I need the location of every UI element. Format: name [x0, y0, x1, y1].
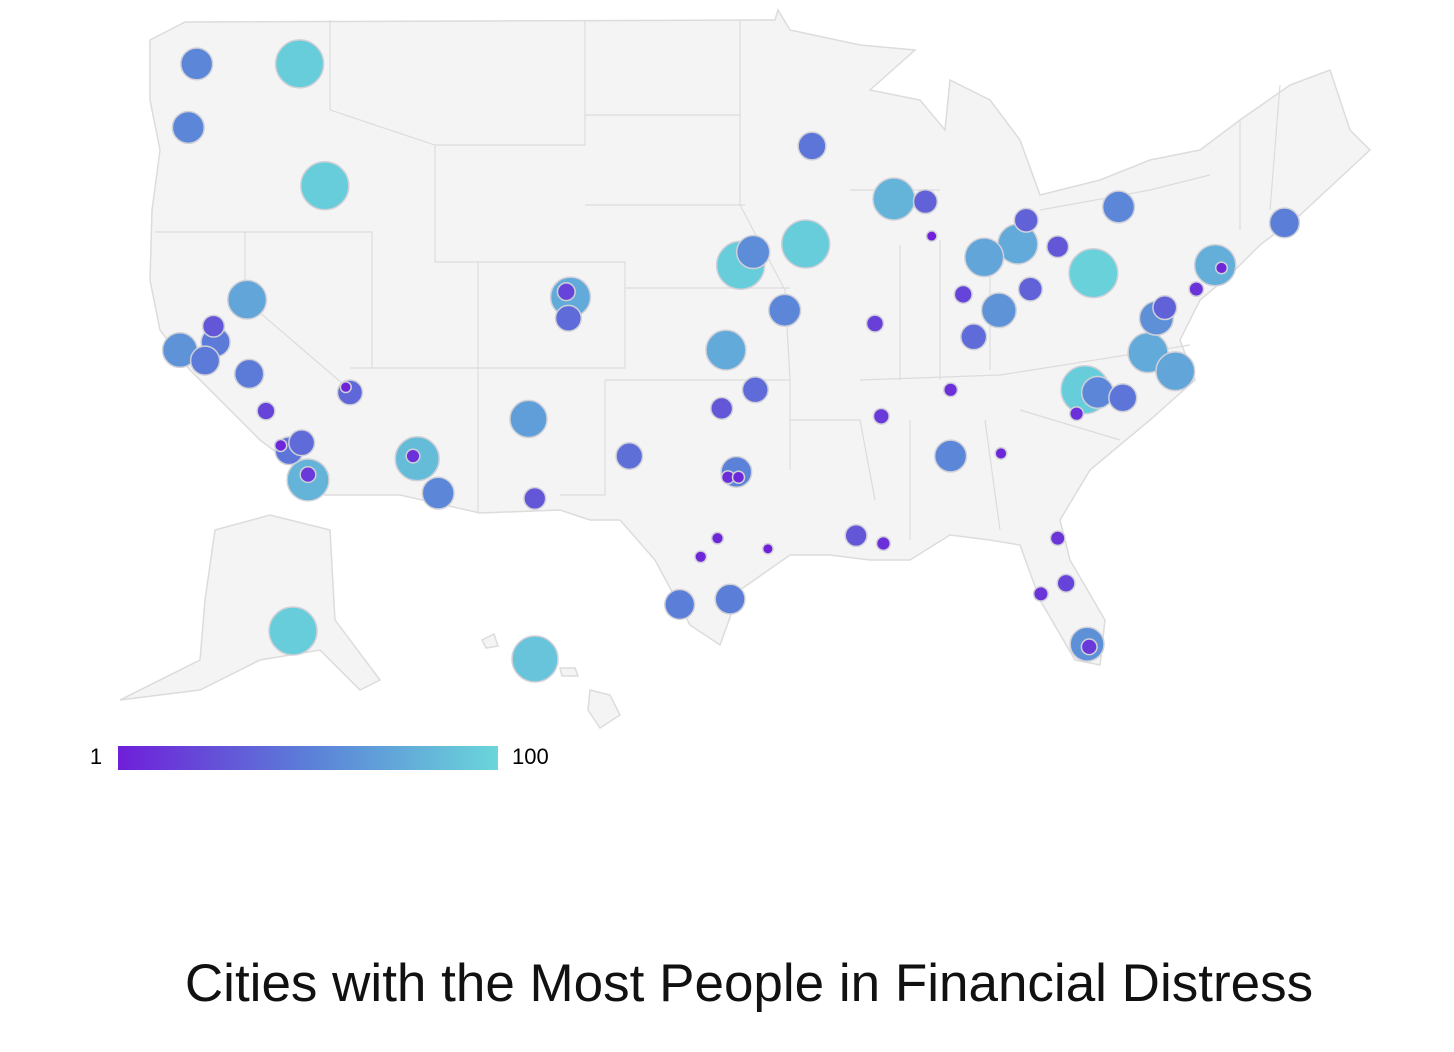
city-bubble	[994, 446, 1008, 460]
city-bubble	[731, 470, 746, 485]
city-bubble	[735, 234, 771, 270]
city-bubble	[339, 380, 352, 394]
city-bubble	[872, 177, 916, 221]
legend-min-label: 1	[90, 744, 102, 769]
city-bubble	[227, 279, 268, 320]
city-bubble	[741, 376, 769, 404]
city-bubble	[1268, 207, 1301, 239]
city-bubble	[1214, 261, 1229, 275]
color-legend	[118, 746, 498, 770]
city-bubble	[1069, 406, 1085, 422]
city-bubble	[201, 314, 226, 338]
city-bubble	[405, 448, 421, 464]
city-bubble	[273, 438, 288, 453]
city-bubble	[1046, 235, 1070, 259]
city-bubble	[710, 396, 734, 420]
city-bubble	[872, 407, 890, 425]
state-borders	[155, 20, 1281, 540]
city-bubble	[694, 550, 708, 564]
city-bubble	[1013, 207, 1039, 233]
city-bubble	[768, 293, 802, 327]
city-bubble	[288, 429, 316, 457]
city-bubble	[797, 131, 827, 161]
city-bubble	[875, 535, 891, 552]
city-bubble	[761, 542, 774, 555]
city-bubble	[953, 284, 973, 304]
city-bubble	[1193, 243, 1237, 287]
bubbles	[161, 39, 1301, 683]
city-bubble	[556, 282, 576, 302]
city-bubble	[511, 635, 559, 683]
city-bubble	[274, 39, 325, 89]
city-bubble	[256, 401, 276, 421]
city-bubble	[705, 329, 747, 371]
city-bubble	[189, 345, 221, 376]
city-bubble	[615, 442, 644, 471]
city-bubble	[714, 583, 746, 615]
city-bubble	[1155, 351, 1196, 392]
city-bubble	[844, 523, 868, 548]
city-bubble	[268, 606, 318, 656]
city-bubble	[554, 304, 583, 332]
city-bubble	[1152, 295, 1178, 321]
city-bubble	[933, 439, 968, 473]
city-bubble	[960, 323, 988, 351]
city-bubble	[1080, 638, 1098, 656]
city-bubble	[421, 476, 455, 510]
city-bubble	[1017, 276, 1044, 302]
city-bubble	[780, 219, 831, 269]
city-bubble	[964, 237, 1005, 278]
map	[119, 8, 1372, 730]
alaska	[119, 514, 382, 701]
city-bubble	[1108, 383, 1138, 413]
city-bubble	[1188, 281, 1205, 298]
chart-title: Cities with the Most People in Financial…	[185, 954, 1313, 1013]
city-bubble	[710, 531, 725, 545]
city-bubble	[171, 110, 205, 145]
city-bubble	[180, 47, 214, 81]
city-bubble	[1101, 190, 1136, 224]
city-bubble	[865, 314, 885, 333]
city-bubble	[509, 399, 548, 439]
legend-max-label: 100	[512, 744, 549, 769]
city-bubble	[1049, 530, 1066, 547]
city-bubble	[1032, 585, 1049, 602]
city-bubble	[912, 189, 939, 215]
city-bubble	[664, 588, 696, 621]
city-bubble	[299, 466, 317, 484]
city-bubble	[523, 486, 547, 511]
city-bubble	[300, 161, 350, 211]
city-bubble	[943, 382, 959, 398]
city-bubble	[233, 358, 265, 390]
city-bubble	[1068, 248, 1119, 299]
city-bubble	[980, 292, 1017, 329]
city-bubble	[925, 230, 938, 243]
city-bubble	[1056, 573, 1076, 593]
city-bubble	[1080, 375, 1115, 410]
contiguous-us	[149, 8, 1372, 666]
